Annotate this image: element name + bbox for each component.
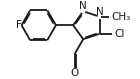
Text: CH₃: CH₃: [112, 12, 131, 22]
Text: N: N: [79, 1, 87, 11]
Text: Cl: Cl: [114, 29, 125, 39]
Text: O: O: [71, 68, 79, 78]
Text: F: F: [16, 20, 22, 30]
Text: N: N: [96, 7, 103, 17]
